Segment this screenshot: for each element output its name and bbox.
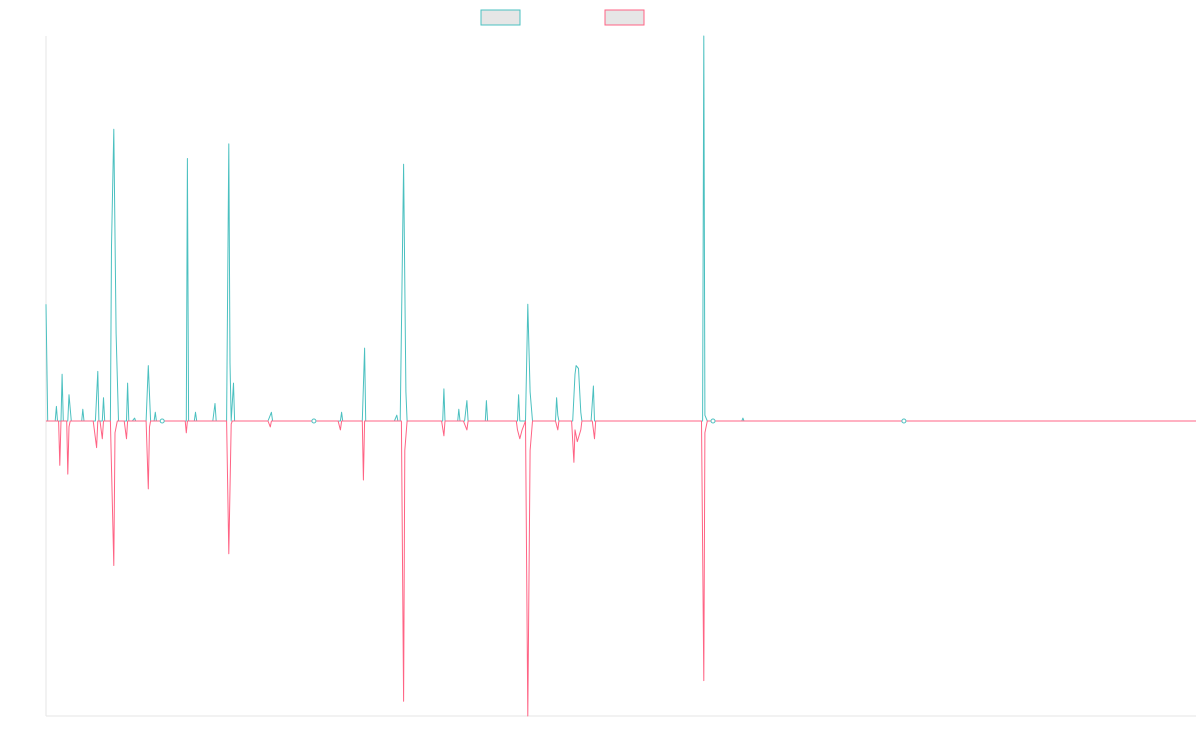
data-point-marker-3 — [710, 418, 716, 424]
marker-layer — [159, 418, 907, 424]
data-point-marker-2 — [311, 418, 317, 424]
legend-swatch-1[interactable] — [480, 9, 521, 26]
chart-legend[interactable] — [480, 9, 645, 26]
series-line-2 — [46, 420, 1196, 717]
legend-swatch-2[interactable] — [604, 9, 645, 26]
series-line-1 — [45, 35, 1196, 422]
series-layer — [45, 35, 1196, 717]
data-point-marker-1 — [159, 418, 165, 424]
data-point-marker-4 — [901, 418, 907, 424]
